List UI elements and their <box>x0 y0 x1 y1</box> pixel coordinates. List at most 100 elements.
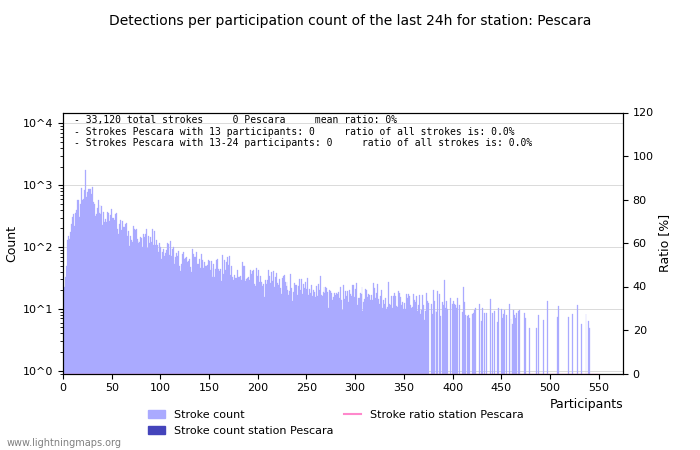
Bar <box>110 215 111 450</box>
Bar <box>303 284 304 450</box>
Bar <box>130 236 131 450</box>
Bar <box>84 190 85 450</box>
Bar <box>181 264 182 450</box>
Bar <box>513 310 514 450</box>
Bar <box>400 297 401 450</box>
Bar <box>64 287 65 450</box>
Bar <box>155 245 156 450</box>
Bar <box>258 270 259 450</box>
Bar <box>266 284 267 450</box>
Bar <box>445 308 446 450</box>
Bar <box>101 214 102 450</box>
Bar <box>124 227 125 450</box>
Bar <box>515 318 517 450</box>
Bar <box>313 290 314 450</box>
Bar <box>580 324 582 450</box>
Bar <box>271 272 272 450</box>
Bar <box>336 293 337 450</box>
Bar <box>298 286 299 450</box>
Bar <box>94 216 96 450</box>
Bar <box>343 285 344 450</box>
Bar <box>85 170 86 450</box>
Bar <box>119 224 120 450</box>
Bar <box>502 319 503 450</box>
Bar <box>192 249 193 450</box>
Bar <box>96 214 97 450</box>
Bar <box>194 257 195 450</box>
Bar <box>456 308 457 450</box>
Bar <box>236 278 237 450</box>
Bar <box>211 268 213 450</box>
Bar <box>318 290 320 450</box>
Bar <box>94 204 95 450</box>
Legend: Stroke count, Stroke count station Pescara, Stroke ratio station Pescara: Stroke count, Stroke count station Pesca… <box>144 405 528 440</box>
Bar <box>254 284 256 450</box>
Bar <box>352 285 353 450</box>
Bar <box>134 230 136 450</box>
Bar <box>344 299 345 450</box>
Bar <box>79 217 80 450</box>
Bar <box>365 289 366 450</box>
Bar <box>193 253 194 450</box>
Bar <box>323 287 325 450</box>
Bar <box>148 236 149 450</box>
Bar <box>149 243 150 450</box>
Bar <box>186 257 187 450</box>
Bar <box>202 260 203 450</box>
Bar <box>120 220 121 450</box>
Bar <box>178 251 179 450</box>
Bar <box>139 243 141 450</box>
Bar <box>370 300 371 450</box>
Bar <box>490 299 491 450</box>
Y-axis label: Ratio [%]: Ratio [%] <box>658 214 671 272</box>
Bar <box>475 308 477 450</box>
Bar <box>557 317 558 450</box>
Bar <box>339 298 340 450</box>
Bar <box>284 275 285 450</box>
Bar <box>446 301 447 450</box>
Bar <box>536 328 537 450</box>
Bar <box>356 305 358 450</box>
Bar <box>225 270 226 450</box>
Bar <box>128 230 129 450</box>
Bar <box>237 270 238 450</box>
Bar <box>348 302 349 450</box>
Bar <box>86 197 87 450</box>
Bar <box>447 309 448 450</box>
Bar <box>146 229 147 450</box>
Bar <box>262 286 263 450</box>
Bar <box>191 272 192 450</box>
Bar <box>270 284 271 450</box>
Bar <box>208 260 209 450</box>
Bar <box>411 308 412 450</box>
Bar <box>349 290 350 450</box>
Bar <box>376 293 377 450</box>
Bar <box>240 276 241 450</box>
Bar <box>433 301 435 450</box>
Bar <box>398 300 400 450</box>
Bar <box>233 280 234 450</box>
Bar <box>325 293 326 450</box>
Bar <box>223 274 224 450</box>
Bar <box>512 324 513 450</box>
Bar <box>392 308 393 450</box>
Bar <box>354 297 355 450</box>
Bar <box>395 306 397 450</box>
Bar <box>99 205 101 450</box>
Bar <box>108 212 109 450</box>
Bar <box>189 259 190 450</box>
Bar <box>455 305 456 450</box>
Bar <box>383 300 384 450</box>
Bar <box>65 277 66 450</box>
Bar <box>276 283 278 450</box>
Bar <box>306 289 307 450</box>
Bar <box>90 189 91 450</box>
Bar <box>76 210 77 450</box>
Bar <box>412 307 413 450</box>
Bar <box>75 212 76 450</box>
Bar <box>377 284 378 450</box>
Bar <box>288 296 289 450</box>
Bar <box>235 278 236 450</box>
Bar <box>407 297 408 450</box>
Bar <box>391 296 392 450</box>
